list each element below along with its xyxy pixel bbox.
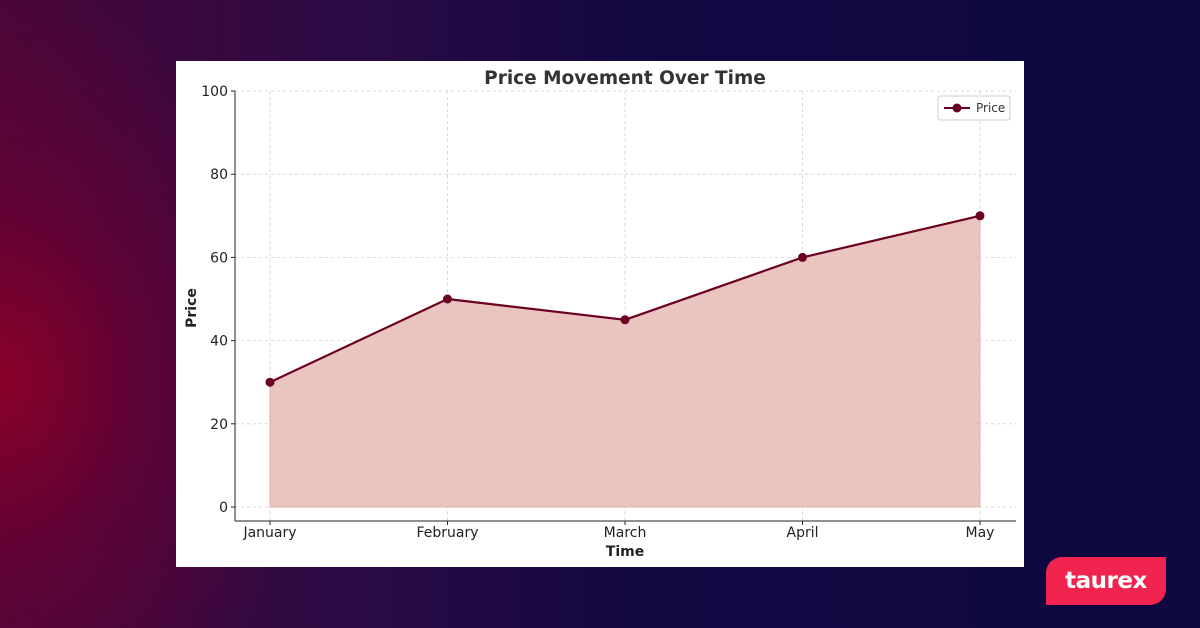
y-tick-label: 80: [210, 167, 228, 183]
y-tick-label: 40: [210, 334, 228, 350]
data-point: [798, 252, 807, 262]
legend: Price: [937, 95, 1011, 121]
x-tick-label: May: [966, 525, 995, 541]
data-point: [265, 377, 275, 387]
legend-marker: [952, 103, 962, 113]
legend-label: Price: [976, 101, 1005, 115]
x-tick-label: March: [604, 525, 647, 541]
y-tick-label: 60: [210, 250, 228, 266]
taurex-logo: taurex: [1046, 557, 1166, 605]
data-point: [975, 211, 985, 221]
x-tick-label: April: [787, 525, 819, 541]
price-chart: Price Movement Over Time 0 20 40 60 80 100 Ja…: [184, 68, 1016, 560]
area-layer: [265, 211, 985, 508]
x-tick-label: February: [416, 525, 478, 541]
logo-text: taurex: [1065, 568, 1147, 594]
x-axis-label: Time: [606, 544, 644, 560]
x-ticks: January February March April May: [242, 521, 994, 541]
chart-title: Price Movement Over Time: [484, 68, 766, 89]
y-axis-label: Price: [184, 288, 200, 328]
chart-panel: Price Movement Over Time 0 20 40 60 80 100 Ja…: [176, 61, 1024, 567]
legend-box: [937, 95, 1011, 121]
y-tick-label: 100: [201, 84, 228, 100]
y-ticks: 0 20 40 60 80 100: [201, 84, 235, 516]
x-tick-label: January: [242, 525, 296, 541]
data-point: [620, 315, 630, 325]
y-tick-label: 20: [210, 417, 228, 433]
data-point: [443, 294, 452, 304]
y-tick-label: 0: [219, 500, 228, 516]
